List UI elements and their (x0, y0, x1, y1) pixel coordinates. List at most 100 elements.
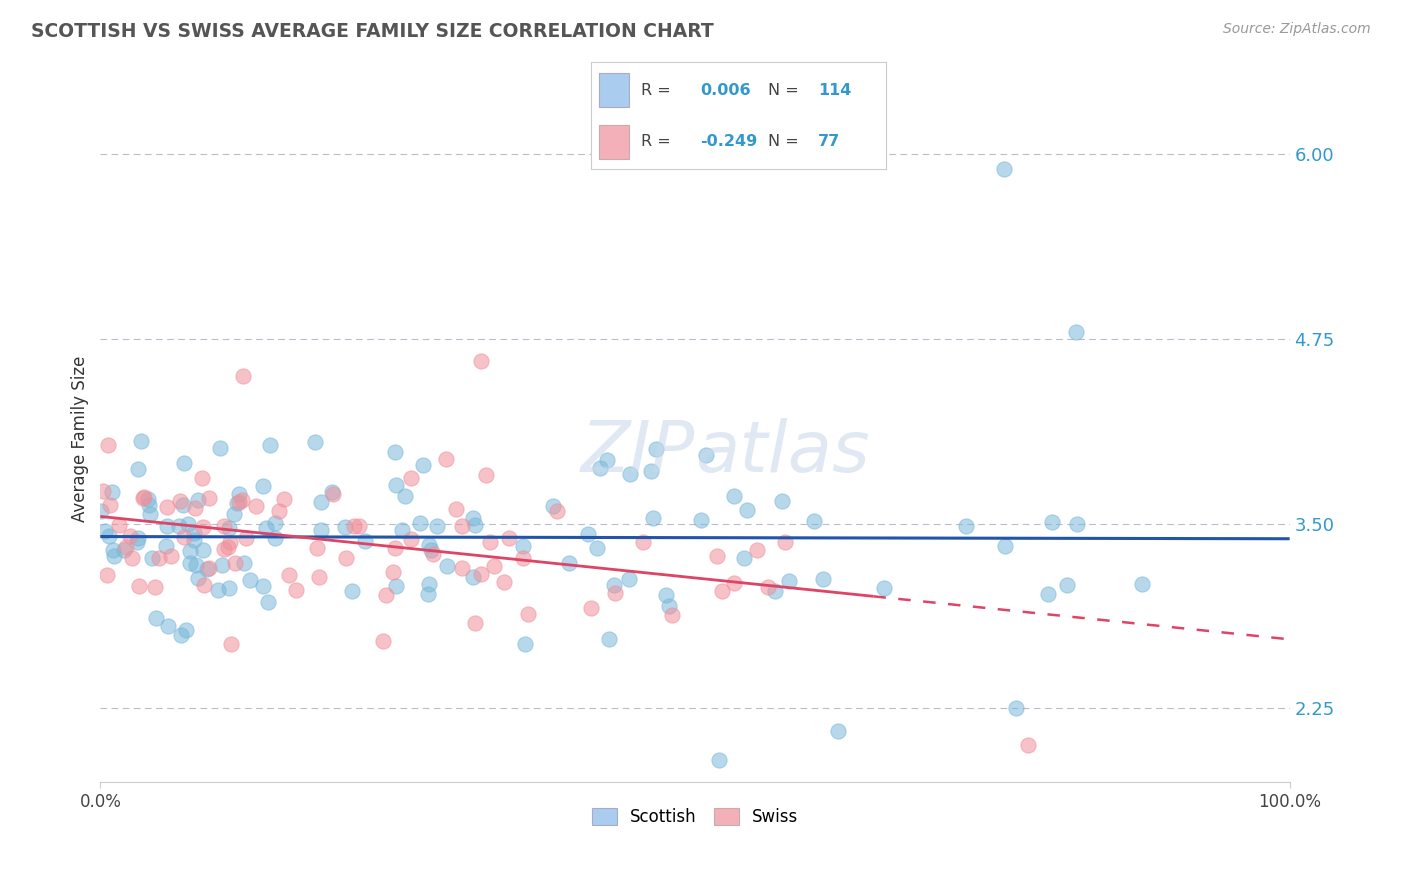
Point (711, 583, 734, 598)
Point (93, 484, 115, 499)
Point (101, 484, 124, 499)
Point (103, 549, 125, 563)
Point (304, 435, 326, 450)
Point (98, 498, 121, 512)
Point (706, 549, 728, 564)
Point (155, 539, 177, 553)
Text: R =: R = (641, 134, 676, 149)
Point (655, 588, 678, 602)
Point (211, 558, 233, 572)
Point (219, 637, 242, 651)
Point (187, 570, 209, 584)
Point (218, 521, 240, 535)
Point (1005, 701, 1028, 715)
Point (217, 540, 239, 554)
Point (156, 500, 179, 514)
Point (174, 623, 197, 637)
Point (484, 559, 506, 574)
Point (512, 551, 534, 566)
Point (184, 500, 207, 515)
Point (232, 369, 254, 384)
Point (658, 599, 681, 613)
Point (763, 584, 786, 599)
Point (463, 517, 485, 532)
Point (994, 539, 1017, 553)
Point (463, 570, 485, 584)
Point (446, 501, 468, 516)
Point (426, 519, 449, 533)
Point (993, 162, 1015, 177)
Point (422, 547, 444, 561)
Point (412, 458, 434, 472)
Point (228, 495, 250, 509)
Point (125, 535, 148, 549)
Point (309, 523, 332, 537)
Point (644, 442, 666, 456)
Point (169, 493, 191, 508)
Point (474, 467, 496, 482)
Point (235, 531, 257, 545)
Point (381, 566, 404, 580)
Text: SCOTTISH VS SWISS AVERAGE FAMILY SIZE CORRELATION CHART: SCOTTISH VS SWISS AVERAGE FAMILY SIZE CO… (31, 22, 714, 41)
Point (322, 486, 344, 500)
Point (546, 503, 568, 517)
Point (418, 576, 440, 591)
Point (1040, 516, 1063, 530)
Point (470, 566, 492, 581)
Point (138, 499, 160, 513)
Point (418, 538, 440, 552)
Point (516, 607, 538, 621)
Point (631, 535, 654, 549)
Point (207, 583, 229, 598)
Point (97, 438, 120, 452)
Point (127, 462, 149, 476)
Point (252, 479, 274, 493)
Point (416, 587, 439, 601)
Point (619, 467, 641, 481)
Point (498, 531, 520, 545)
Point (239, 573, 262, 587)
Point (1130, 577, 1153, 591)
Point (173, 530, 195, 544)
Text: R =: R = (641, 83, 676, 98)
Point (479, 535, 502, 549)
Point (391, 523, 413, 537)
Point (512, 539, 534, 553)
Point (321, 485, 343, 500)
Point (419, 543, 441, 558)
Point (226, 496, 249, 510)
Text: atlas: atlas (695, 418, 870, 487)
Point (231, 492, 253, 507)
Point (167, 519, 190, 533)
Point (177, 517, 200, 532)
Point (470, 354, 492, 368)
Text: -0.249: -0.249 (700, 134, 756, 149)
Point (97, 529, 120, 543)
Point (267, 504, 290, 518)
Point (353, 533, 375, 548)
Point (1036, 587, 1059, 601)
Point (193, 577, 215, 591)
Point (803, 514, 825, 528)
Point (112, 543, 135, 558)
Point (186, 558, 208, 573)
Point (197, 561, 219, 575)
Point (603, 585, 626, 599)
Point (259, 438, 281, 452)
Point (212, 519, 235, 533)
Point (955, 519, 977, 533)
Point (586, 541, 609, 556)
Point (138, 507, 160, 521)
Point (1017, 739, 1039, 753)
FancyBboxPatch shape (599, 125, 628, 159)
Point (619, 572, 641, 586)
Point (873, 581, 896, 595)
Point (558, 556, 581, 570)
Point (707, 753, 730, 767)
Point (343, 519, 366, 533)
FancyBboxPatch shape (599, 73, 628, 107)
Point (576, 527, 599, 541)
Point (127, 531, 149, 545)
Point (640, 464, 662, 478)
Point (118, 529, 141, 543)
